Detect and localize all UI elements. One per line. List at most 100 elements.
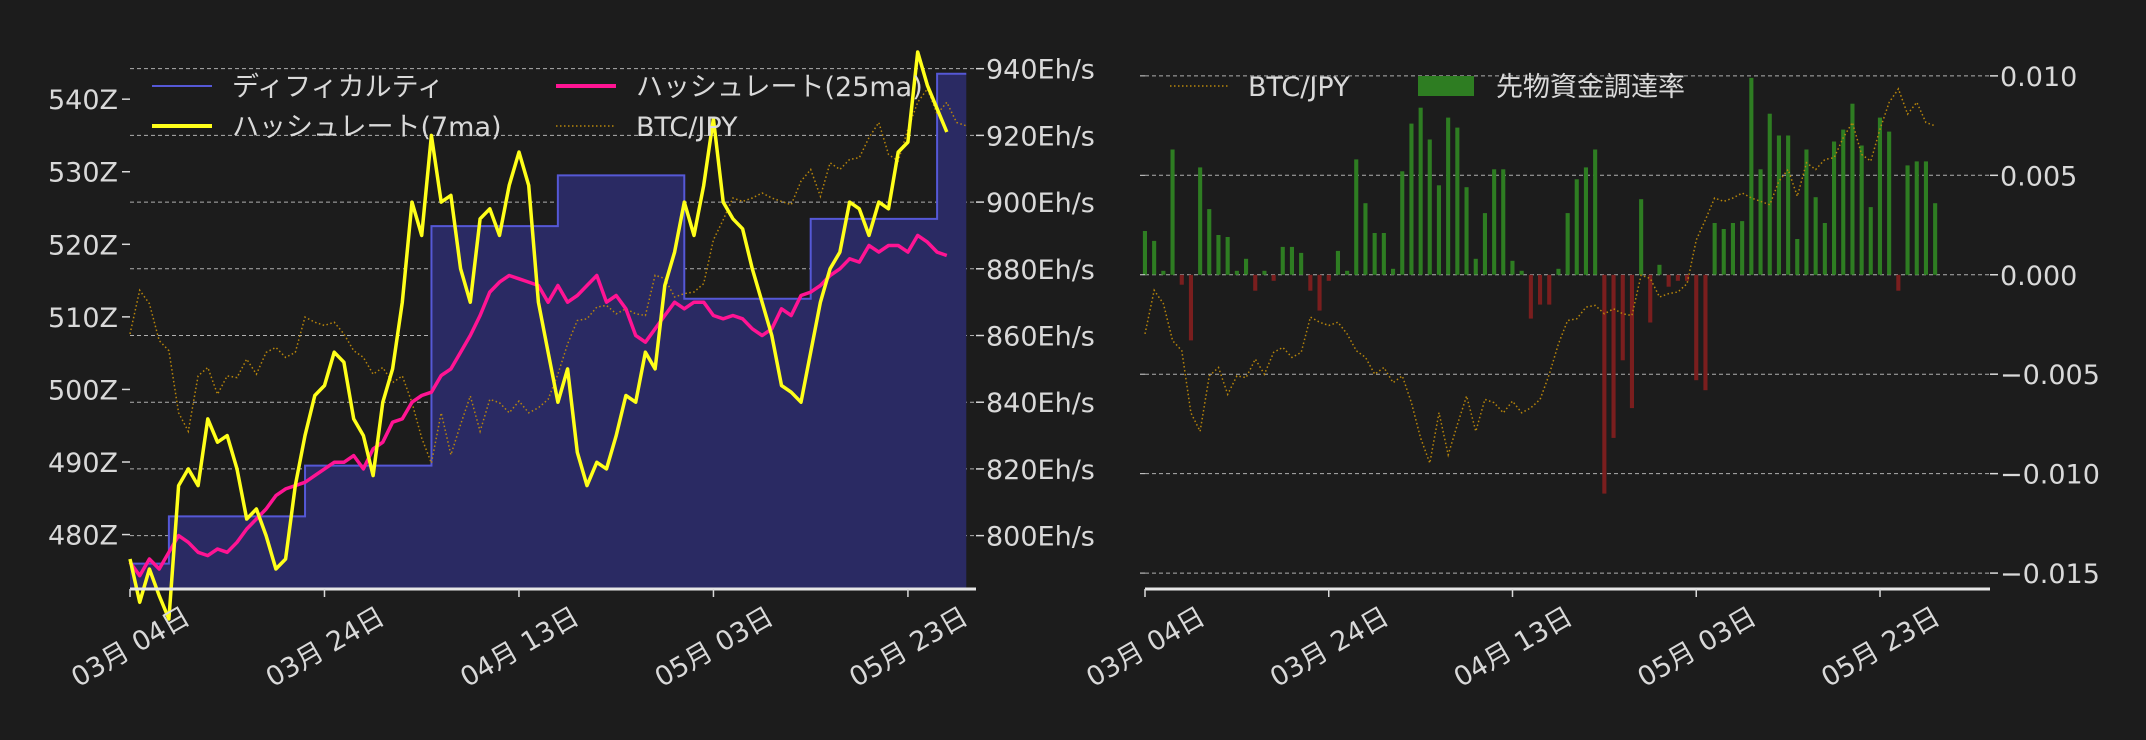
legend-label-difficulty: ディフィカルティ xyxy=(232,72,444,103)
funding-bar xyxy=(1914,161,1919,275)
funding-bar xyxy=(1639,199,1644,275)
funding-bar xyxy=(1372,233,1377,275)
funding-bar xyxy=(1868,207,1873,275)
legend-label-btc-jpy-right: BTC/JPY xyxy=(1248,72,1350,103)
right-y-tick-label: 900Eh/s xyxy=(986,188,1095,219)
funding-bar xyxy=(1262,270,1267,275)
x-tick-label: 05月 03日 xyxy=(1633,601,1762,693)
funding-bar xyxy=(1234,270,1239,275)
right-y-tick-label: 940Eh/s xyxy=(986,55,1095,86)
funding-rate-chart: 0.010 0.005 0.000 −0.005 −0.010 −0.015 03月 04… xyxy=(1081,62,2100,694)
funding-bar xyxy=(1767,113,1772,275)
left-y-tick-label: 520Z xyxy=(48,230,118,261)
left-y-tick-label: 530Z xyxy=(48,158,118,189)
funding-bar xyxy=(1501,169,1506,275)
funding-bar xyxy=(1923,161,1928,275)
funding-bar xyxy=(1694,274,1699,381)
funding-bar xyxy=(1289,246,1294,275)
funding-bar xyxy=(1887,131,1892,275)
right-y-tick-label: 820Eh/s xyxy=(986,455,1095,486)
funding-y-axis-ticks: 0.010 0.005 0.000 −0.005 −0.010 −0.015 xyxy=(1140,62,2100,590)
funding-bar xyxy=(1207,209,1212,275)
right-y-tick-label: 880Eh/s xyxy=(986,255,1095,286)
right-y-tick-label: 840Eh/s xyxy=(986,388,1095,419)
left-x-axis-ticks: 03月 04日 03月 24日 04月 13日 05月 03日 05月 23日 xyxy=(66,589,973,694)
funding-y-tick-label: −0.005 xyxy=(2000,360,2100,391)
funding-bar xyxy=(1666,274,1671,287)
funding-bar xyxy=(1776,135,1781,275)
legend-label-hashrate-25ma: ハッシュレート(25ma) xyxy=(636,72,923,103)
hashrate-difficulty-chart: 480Z 490Z 500Z 510Z 520Z 530Z 540Z 800Eh/s 820E… xyxy=(48,50,1095,694)
x-tick-label: 05月 23日 xyxy=(844,601,973,693)
funding-bar xyxy=(1280,246,1285,275)
funding-bar xyxy=(1363,203,1368,275)
funding-bar xyxy=(1528,274,1533,319)
funding-bar xyxy=(1400,171,1405,275)
funding-bar xyxy=(1786,135,1791,275)
x-tick-label: 03月 04日 xyxy=(66,601,195,693)
funding-bar xyxy=(1877,117,1882,275)
funding-bar xyxy=(1179,274,1184,285)
funding-bar xyxy=(1758,169,1763,275)
hashrate-7ma-line xyxy=(128,50,949,621)
funding-bar xyxy=(1391,268,1396,275)
funding-bar xyxy=(1299,252,1304,275)
funding-bar xyxy=(1455,127,1460,275)
x-tick-label: 03月 24日 xyxy=(1265,601,1394,693)
funding-bar xyxy=(1326,274,1331,281)
funding-bar xyxy=(1896,274,1901,291)
funding-bar xyxy=(1611,274,1616,438)
funding-bar xyxy=(1547,274,1552,305)
x-tick-label: 04月 13日 xyxy=(455,601,584,693)
right-y-tick-label: 860Eh/s xyxy=(986,322,1095,353)
funding-bar xyxy=(1712,223,1717,275)
funding-bar xyxy=(1629,274,1634,409)
x-tick-label: 05月 03日 xyxy=(650,601,779,693)
funding-bar xyxy=(1721,229,1726,275)
funding-bar xyxy=(1740,221,1745,275)
funding-bar xyxy=(1703,274,1708,391)
funding-bar xyxy=(1427,139,1432,275)
funding-bar xyxy=(1804,149,1809,275)
funding-bar xyxy=(1685,274,1690,281)
funding-bar xyxy=(1841,129,1846,275)
legend-label-btc-jpy: BTC/JPY xyxy=(636,112,738,143)
funding-bar xyxy=(1583,167,1588,275)
funding-rate-bars xyxy=(1142,77,1938,494)
left-legend: ディフィカルティ ハッシュレート(7ma) ハッシュレート(25ma) BTC/… xyxy=(152,72,923,143)
funding-bar xyxy=(1170,149,1175,275)
funding-bar xyxy=(1813,197,1818,275)
funding-bar xyxy=(1749,77,1754,275)
x-tick-label: 04月 13日 xyxy=(1449,601,1578,693)
funding-y-tick-label: −0.015 xyxy=(2000,559,2100,590)
funding-bar xyxy=(1482,213,1487,275)
funding-bar xyxy=(1859,145,1864,275)
funding-bar xyxy=(1648,274,1653,323)
funding-bar xyxy=(1142,231,1147,275)
funding-bar xyxy=(1675,274,1680,281)
funding-bar xyxy=(1216,235,1221,275)
funding-bar xyxy=(1492,169,1497,275)
right-y-tick-label: 800Eh/s xyxy=(986,522,1095,553)
funding-bar xyxy=(1933,203,1938,275)
legend-swatch-funding-rate xyxy=(1418,76,1474,96)
funding-y-tick-label: 0.000 xyxy=(2000,261,2077,292)
funding-bar xyxy=(1418,107,1423,275)
funding-y-tick-label: 0.010 xyxy=(2000,62,2077,93)
funding-bar xyxy=(1188,274,1193,341)
x-tick-label: 05月 23日 xyxy=(1816,601,1945,693)
left-y-tick-label: 480Z xyxy=(48,521,118,552)
funding-bar xyxy=(1317,274,1322,311)
funding-bar xyxy=(1565,213,1570,275)
funding-bar xyxy=(1795,239,1800,275)
funding-bar xyxy=(1253,274,1258,291)
funding-bar xyxy=(1152,240,1157,275)
funding-bar xyxy=(1730,223,1735,275)
funding-bar xyxy=(1473,258,1478,275)
funding-bar xyxy=(1335,250,1340,275)
funding-bar xyxy=(1538,274,1543,305)
right-x-axis-ticks: 03月 04日 03月 24日 04月 13日 05月 03日 05月 23日 xyxy=(1081,589,1946,694)
left-y-tick-label: 500Z xyxy=(48,375,118,406)
funding-bar xyxy=(1161,270,1166,275)
